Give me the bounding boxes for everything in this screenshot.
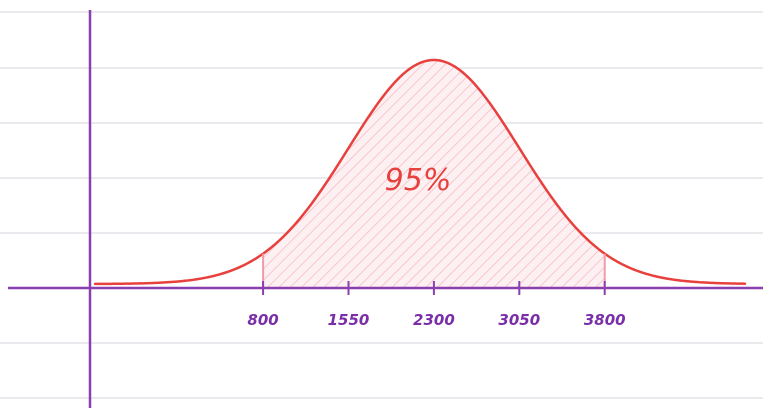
annotation: 95% bbox=[385, 163, 452, 198]
chart: 95% 800 1550 2300 3050 3800 bbox=[0, 0, 763, 408]
x-tick-label: 800 bbox=[247, 311, 278, 329]
x-tick-label: 3050 bbox=[498, 311, 540, 329]
x-tick-label: 2300 bbox=[413, 311, 455, 329]
x-tick-label: 3800 bbox=[584, 311, 626, 329]
x-tick-label: 1550 bbox=[328, 311, 370, 329]
